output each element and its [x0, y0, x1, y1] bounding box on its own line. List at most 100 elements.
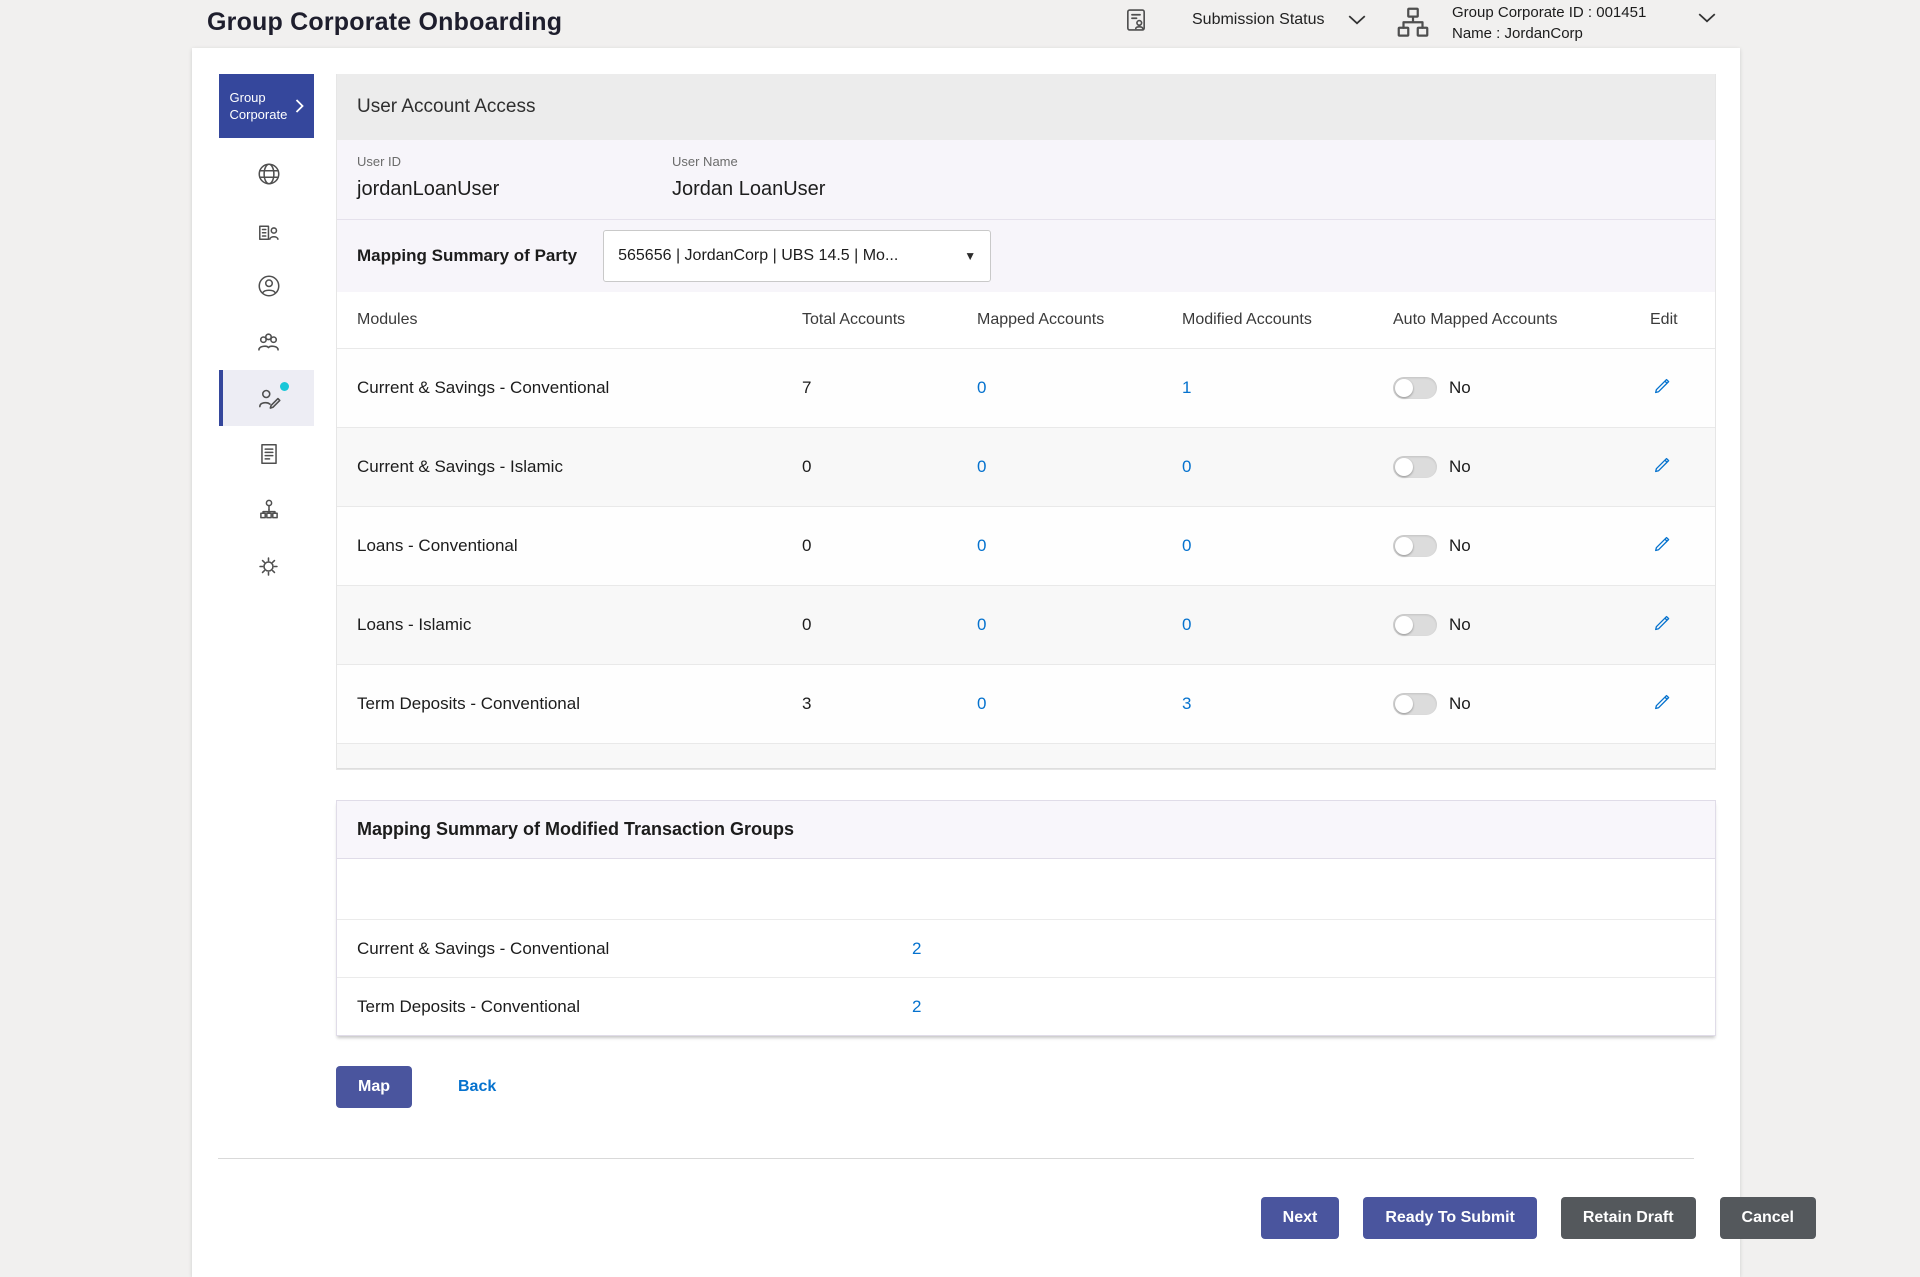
- sidebar-badge-group-corporate[interactable]: Group Corporate: [219, 74, 314, 138]
- module-name: Loans - Conventional: [357, 536, 518, 555]
- auto-mapped-label: No: [1449, 536, 1471, 555]
- edit-icon[interactable]: [1652, 533, 1673, 554]
- party-selector-dropdown[interactable]: 565656 | JordanCorp | UBS 14.5 | Mo... ▼: [603, 230, 992, 282]
- section-title: User Account Access: [357, 96, 536, 117]
- auto-mapped-label: No: [1449, 615, 1471, 634]
- table-row: Loans - Conventional 0 0 0 No: [337, 506, 1715, 585]
- active-indicator-dot: [280, 382, 289, 391]
- edit-icon[interactable]: [1652, 612, 1673, 633]
- auto-mapped-toggle[interactable]: [1393, 693, 1437, 715]
- back-link[interactable]: Back: [458, 1078, 497, 1095]
- user-account-access-section: User Account Access User ID jordanLoanUs…: [336, 74, 1716, 770]
- col-header-modules: Modules: [357, 311, 418, 328]
- mapped-accounts-link[interactable]: 0: [977, 457, 987, 476]
- sidebar-item-parties[interactable]: [219, 202, 314, 258]
- group-name: Term Deposits - Conventional: [357, 996, 580, 1016]
- auto-mapped-label: No: [1449, 457, 1471, 476]
- chevron-down-icon[interactable]: [1348, 15, 1366, 25]
- edit-icon[interactable]: [1652, 454, 1673, 475]
- edit-icon[interactable]: [1652, 375, 1673, 396]
- sidebar-item-user-settings[interactable]: [219, 538, 314, 594]
- modified-accounts-link[interactable]: 0: [1182, 457, 1192, 476]
- hierarchy-icon[interactable]: [1394, 3, 1432, 43]
- footer-actions: Next Ready To Submit Retain Draft Cancel: [336, 1197, 1838, 1239]
- user-name-value: Jordan LoanUser: [672, 178, 826, 200]
- cancel-button[interactable]: Cancel: [1719, 1197, 1816, 1239]
- modules-table-header: Modules Total Accounts Mapped Accounts M…: [337, 292, 1715, 348]
- groups-spacer: [337, 859, 1715, 919]
- retain-draft-button[interactable]: Retain Draft: [1560, 1197, 1696, 1239]
- group-row: Current & Savings - Conventional 2: [337, 919, 1715, 977]
- user-id-value: jordanLoanUser: [357, 178, 500, 200]
- sidebar-item-user-group[interactable]: [219, 314, 314, 370]
- user-info-block: User ID jordanLoanUser User Name Jordan …: [337, 140, 1715, 220]
- group-corporate-name: Name : JordanCorp: [1452, 25, 1583, 42]
- caret-down-icon: ▼: [964, 249, 977, 263]
- table-row: Term Deposits - Islamic 0 0 0 No: [337, 743, 1715, 768]
- workflow-icon: [256, 497, 282, 523]
- ready-to-submit-button[interactable]: Ready To Submit: [1363, 1197, 1537, 1239]
- section-title-bar: User Account Access: [337, 74, 1715, 140]
- main-panel: User Account Access User ID jordanLoanUs…: [218, 48, 1816, 1239]
- total-accounts-value: 0: [802, 615, 812, 634]
- page-title: Group Corporate Onboarding: [207, 8, 563, 36]
- sidebar-item-workflow[interactable]: [219, 482, 314, 538]
- submission-status-label[interactable]: Submission Status: [1192, 11, 1325, 28]
- sidebar-item-report[interactable]: [219, 426, 314, 482]
- module-name: Current & Savings - Conventional: [357, 378, 610, 397]
- auto-mapped-toggle[interactable]: [1393, 535, 1437, 557]
- group-count-link[interactable]: 2: [912, 938, 922, 958]
- sidebar-item-user-account-access[interactable]: [219, 370, 314, 426]
- table-row: Current & Savings - Islamic 0 0 0 No: [337, 427, 1715, 506]
- sidebar-item-user-profile[interactable]: [219, 258, 314, 314]
- col-header-auto-mapped-accounts: Auto Mapped Accounts: [1393, 311, 1558, 328]
- modified-accounts-link[interactable]: 0: [1182, 536, 1192, 555]
- auto-mapped-label: No: [1449, 694, 1471, 713]
- edit-icon[interactable]: [1652, 691, 1673, 712]
- mapped-accounts-link[interactable]: 0: [977, 694, 987, 713]
- module-name: Loans - Islamic: [357, 615, 472, 634]
- submission-status-icon[interactable]: [1122, 5, 1150, 35]
- globe-icon: [256, 161, 282, 187]
- mapped-accounts-link[interactable]: 0: [977, 536, 987, 555]
- user-id-label: User ID: [357, 154, 402, 169]
- report-icon: [256, 441, 282, 467]
- auto-mapped-toggle[interactable]: [1393, 456, 1437, 478]
- total-accounts-value: 3: [802, 694, 812, 713]
- modified-accounts-link[interactable]: 3: [1182, 694, 1192, 713]
- table-row: Term Deposits - Conventional 3 0 3 No: [337, 664, 1715, 743]
- mapping-summary-of-party-row: Mapping Summary of Party 565656 | Jordan…: [337, 220, 1715, 292]
- sidebar-item-enterprise[interactable]: [219, 146, 314, 202]
- groups-section-title: Mapping Summary of Modified Transaction …: [357, 819, 795, 839]
- party-selector-value: 565656 | JordanCorp | UBS 14.5 | Mo...: [618, 247, 899, 264]
- col-header-modified-accounts: Modified Accounts: [1182, 311, 1312, 328]
- user-profile-icon: [256, 273, 282, 299]
- groups-section-title-bar: Mapping Summary of Modified Transaction …: [337, 801, 1715, 859]
- mapping-party-label: Mapping Summary of Party: [357, 246, 578, 265]
- group-count-link[interactable]: 2: [912, 996, 922, 1016]
- user-name-label: User Name: [672, 154, 738, 169]
- group-corporate-selector[interactable]: Group Corporate ID : 001451 Name : Jorda…: [1452, 2, 1646, 44]
- map-button[interactable]: Map: [336, 1066, 412, 1108]
- content-card: Group Corporate: [192, 48, 1816, 1277]
- auto-mapped-toggle[interactable]: [1393, 614, 1437, 636]
- auto-mapped-toggle[interactable]: [1393, 377, 1437, 399]
- group-corporate-id: Group Corporate ID : 001451: [1452, 4, 1647, 21]
- sidebar: Group Corporate: [219, 74, 314, 594]
- table-row: Current & Savings - Conventional 7 0 1 N…: [337, 348, 1715, 427]
- module-name: Current & Savings - Islamic: [357, 457, 563, 476]
- map-actions-row: Map Back: [336, 1066, 1716, 1108]
- mapped-accounts-link[interactable]: 0: [977, 378, 987, 397]
- group-row: Term Deposits - Conventional 2: [337, 977, 1715, 1035]
- modified-accounts-link[interactable]: 0: [1182, 615, 1192, 634]
- mapped-accounts-link[interactable]: 0: [977, 615, 987, 634]
- col-header-mapped-accounts: Mapped Accounts: [977, 311, 1105, 328]
- total-accounts-value: 0: [802, 457, 812, 476]
- user-settings-icon: [255, 553, 282, 580]
- modules-table: Modules Total Accounts Mapped Accounts M…: [337, 292, 1715, 769]
- next-button[interactable]: Next: [1260, 1197, 1340, 1239]
- total-accounts-value: 7: [802, 378, 812, 397]
- modified-accounts-link[interactable]: 1: [1182, 378, 1192, 397]
- group-name: Current & Savings - Conventional: [357, 938, 610, 958]
- chevron-down-icon[interactable]: [1698, 13, 1716, 23]
